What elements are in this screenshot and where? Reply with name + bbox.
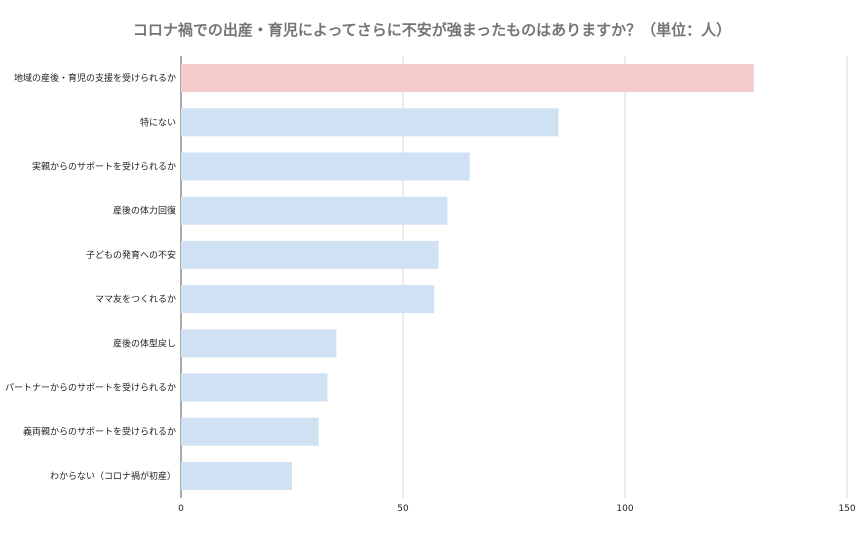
bar xyxy=(181,329,337,358)
bar xyxy=(181,417,319,446)
bar xyxy=(181,152,470,181)
category-label: 特にない xyxy=(140,116,176,128)
category-label: パートナーからのサポートを受けられるか xyxy=(5,382,176,394)
category-label: わからない（コロナ禍が初産） xyxy=(50,470,176,482)
bar xyxy=(181,240,439,269)
category-label: ママ友をつくれるか xyxy=(95,293,176,305)
x-tick-label: 100 xyxy=(616,504,633,514)
x-tick-label: 0 xyxy=(178,504,184,514)
category-label: 地域の産後・育児の支援を受けられるか xyxy=(14,72,176,84)
category-label: 義両親からのサポートを受けられるか xyxy=(23,426,176,438)
bar xyxy=(181,108,559,137)
bar xyxy=(181,373,328,402)
x-tick-label: 50 xyxy=(397,504,409,514)
bars xyxy=(181,64,754,490)
x-axis-ticks: 0 50 100 150 xyxy=(178,504,856,514)
category-label: 実親からのサポートを受けられるか xyxy=(32,161,176,173)
category-label: 子どもの発育への不安 xyxy=(86,249,176,261)
bar xyxy=(181,64,754,93)
category-labels: 地域の産後・育児の支援を受けられるか特にない実親からのサポートを受けられるか産後… xyxy=(5,72,176,482)
category-label: 産後の体型戻し xyxy=(113,337,176,349)
category-label: 産後の体力回復 xyxy=(113,205,176,217)
x-tick-label: 150 xyxy=(838,504,855,514)
bar xyxy=(181,461,292,490)
bar xyxy=(181,196,448,225)
bar xyxy=(181,285,435,314)
chart-title: コロナ禍での出産・育児によってさらに不安が強まったものはありますか？（単位：人） xyxy=(133,21,731,39)
